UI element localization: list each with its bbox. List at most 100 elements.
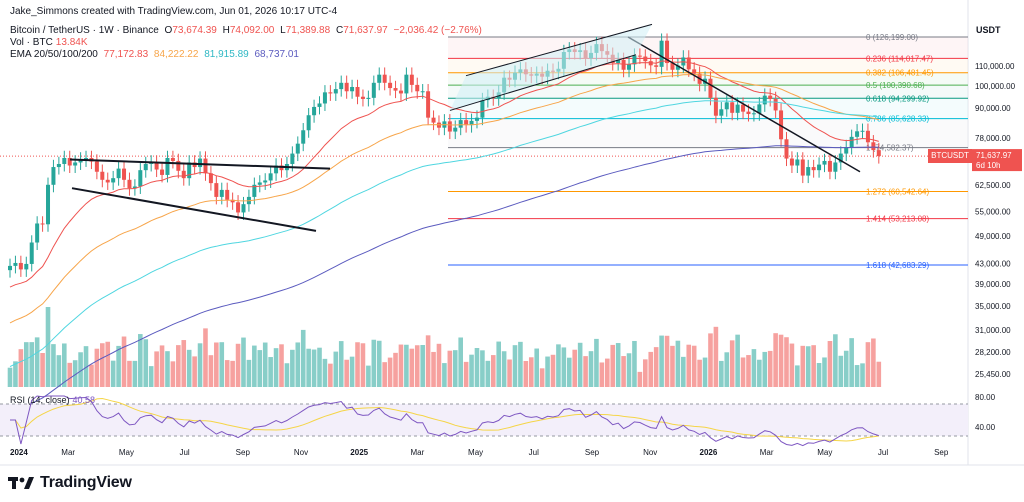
volume-bar <box>583 356 588 387</box>
volume-bar <box>876 361 882 387</box>
candle-body <box>838 153 843 163</box>
volume-bar <box>735 334 740 387</box>
last-price-value: 71,637.97 <box>976 151 1012 160</box>
y-axis-tick-label: 28,200.00 <box>975 348 1011 357</box>
candle-body <box>143 163 148 171</box>
volume-bar <box>843 350 849 387</box>
volume-bar <box>550 354 556 387</box>
volume-bar <box>116 345 121 387</box>
volume-label: Vol · BTC <box>10 37 53 48</box>
candle-body <box>730 102 735 113</box>
volume-bar <box>431 351 436 387</box>
x-axis-tick-label: Mar <box>760 448 774 457</box>
volume-bar <box>34 337 40 387</box>
volume-bar <box>121 336 127 387</box>
x-axis-tick-label: Sep <box>585 448 600 457</box>
volume-bar <box>224 360 230 387</box>
volume-bar <box>132 360 138 387</box>
volume-bar <box>577 342 583 387</box>
candle-body <box>458 120 463 128</box>
volume-bar <box>670 345 675 387</box>
tradingview-logo[interactable]: TradingView <box>8 472 132 494</box>
volume-bar <box>290 349 295 387</box>
volume-bar <box>436 343 442 387</box>
candle-body <box>225 189 230 200</box>
volume-bar <box>800 345 806 387</box>
y-axis-tick-label: 49,000.00 <box>975 232 1011 241</box>
volume-bar <box>713 326 719 387</box>
volume-bar <box>784 337 789 387</box>
candle-body <box>344 82 349 92</box>
rsi-ma-line <box>10 397 879 442</box>
currency-label: USDT <box>976 25 1001 35</box>
volume-bar <box>333 351 339 387</box>
candle-body <box>469 120 474 126</box>
volume-bar <box>18 349 24 387</box>
volume-bar <box>105 341 111 387</box>
volume-legend: Vol · BTC 13.84K <box>10 37 91 48</box>
x-axis-tick-label: Jul <box>878 448 888 457</box>
volume-bar <box>795 365 800 387</box>
volume-bar <box>67 362 73 387</box>
chart-attribution: Jake_Simmons created with TradingView.co… <box>10 6 338 17</box>
volume-bar <box>257 350 263 387</box>
high-value: 74,092.00 <box>229 25 275 36</box>
candle-body <box>24 263 29 270</box>
candle-body <box>795 159 800 166</box>
candle-body <box>122 168 127 180</box>
ema100-value: 81,915.89 <box>204 49 249 60</box>
volume-bar <box>474 348 480 387</box>
candle-body <box>844 147 849 154</box>
candle-body <box>757 104 762 114</box>
volume-bar <box>811 345 816 387</box>
candle-body <box>784 139 789 159</box>
volume-bar <box>697 359 702 387</box>
rsi-value: 40.58 <box>72 395 96 405</box>
volume-bar <box>626 353 632 387</box>
candle-body <box>138 170 143 187</box>
candle-body <box>865 130 870 143</box>
candle-body <box>111 178 116 183</box>
candle-body <box>811 167 816 171</box>
y-axis-tick-label: 78,000.00 <box>975 134 1011 143</box>
candle-body <box>822 160 827 165</box>
candle-body <box>665 40 670 64</box>
candle-body <box>312 106 317 116</box>
volume-bar <box>594 338 599 387</box>
volume-bar <box>789 343 795 387</box>
volume-bar <box>518 341 523 387</box>
rsi-label: RSI (14, close) <box>10 395 70 405</box>
candle-body <box>480 100 485 118</box>
volume-bar <box>246 359 252 387</box>
volume-bar <box>458 337 463 387</box>
candle-body <box>871 142 876 151</box>
candle-body <box>170 157 175 161</box>
candle-body <box>35 223 40 243</box>
volume-bar <box>605 358 610 387</box>
trendline-lower <box>71 187 317 232</box>
rsi-lower-tick: 40.00 <box>975 423 996 432</box>
volume-bar <box>681 356 686 387</box>
close-label: C <box>335 25 344 36</box>
volume-bar <box>610 344 616 387</box>
candle-body <box>165 157 170 175</box>
ema-label: EMA 20/50/100/200 <box>10 49 98 60</box>
volume-bar <box>186 349 192 387</box>
candle-body <box>78 159 83 163</box>
x-axis-tick-label: Mar <box>61 448 75 457</box>
candle-body <box>154 162 159 170</box>
volume-bar <box>708 333 713 387</box>
volume-bar <box>398 344 404 387</box>
x-axis-tick-label: Jul <box>179 448 189 457</box>
candle-body <box>773 98 778 111</box>
candle-body <box>84 157 89 160</box>
candle-body <box>627 64 632 70</box>
candle-body <box>105 179 110 183</box>
volume-bar <box>621 356 626 387</box>
candle-body <box>827 160 832 172</box>
candle-body <box>724 102 729 110</box>
candle-body <box>274 165 279 174</box>
volume-bar <box>7 367 13 387</box>
low-value: 71,389.88 <box>285 25 331 36</box>
